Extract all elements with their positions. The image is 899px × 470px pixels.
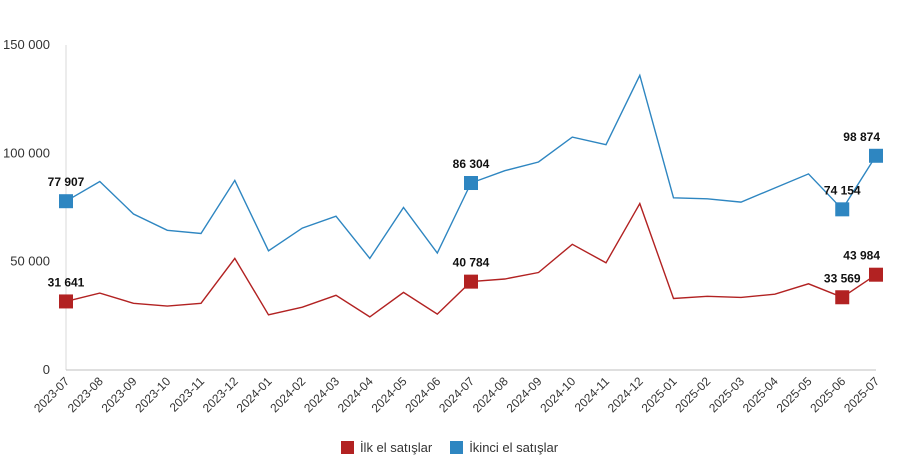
data-label: 33 569 — [824, 271, 861, 285]
legend-swatch — [340, 441, 354, 454]
y-tick-label: 100 000 — [3, 145, 50, 160]
legend-label: İkinci el satışlar — [469, 440, 559, 455]
x-tick-label: 2024-08 — [470, 374, 511, 415]
series-marker-1 — [464, 274, 478, 289]
y-tick-label: 50 000 — [10, 254, 50, 269]
data-label: 40 784 — [453, 256, 490, 270]
x-tick-label: 2024-05 — [369, 374, 410, 415]
x-tick-label: 2025-05 — [774, 374, 815, 415]
series-marker-2 — [869, 148, 883, 163]
x-tick-label: 2024-04 — [335, 374, 376, 415]
x-tick-label: 2025-06 — [807, 374, 848, 415]
series-marker-2 — [464, 176, 478, 191]
x-tick-label: 2024-11 — [572, 374, 613, 415]
legend-item-1: İlk el satışlar — [340, 440, 433, 455]
y-tick-label: 0 — [43, 362, 50, 377]
x-tick-label: 2023-07 — [31, 374, 72, 415]
x-tick-label: 2025-04 — [740, 374, 781, 415]
x-tick-label: 2024-12 — [605, 374, 646, 415]
legend-item-2: İkinci el satışlar — [450, 440, 558, 455]
data-label: 74 154 — [824, 183, 861, 197]
data-labels: 31 641 40 784 33 569 43 984 77 907 86 304 74 1… — [48, 130, 881, 290]
y-tick-label: 150 000 — [3, 37, 50, 52]
series-marker-2 — [59, 194, 73, 209]
x-tick-label: 2024-03 — [301, 374, 342, 415]
legend-label: İlk el satışlar — [359, 440, 433, 455]
series-group — [59, 73, 883, 318]
y-tick-labels: 0 50 000 100 000 150 000 — [3, 37, 50, 377]
x-tick-label: 2023-12 — [200, 374, 241, 415]
x-tick-label: 2025-03 — [706, 374, 747, 415]
series-marker-1 — [869, 267, 883, 282]
x-tick-label: 2023-10 — [132, 374, 173, 415]
x-tick-label: 2023-11 — [167, 374, 208, 415]
x-tick-label: 2025-02 — [672, 374, 713, 415]
x-tick-labels: 2023-072023-082023-092023-102023-112023-… — [31, 374, 882, 415]
series-marker-2 — [835, 202, 850, 217]
series-marker-1 — [835, 290, 850, 305]
data-label: 31 641 — [48, 275, 85, 289]
x-tick-label: 2023-09 — [99, 374, 140, 415]
data-label: 77 907 — [48, 175, 85, 189]
x-tick-label: 2024-06 — [402, 374, 443, 415]
x-tick-label: 2024-10 — [537, 374, 578, 415]
x-tick-label: 2024-01 — [234, 374, 275, 415]
x-tick-label: 2023-08 — [65, 374, 106, 415]
x-tick-label: 2024-07 — [436, 374, 477, 415]
legend: İlk el satışlar İkinci el satışlar — [0, 440, 899, 455]
x-tick-label: 2024-02 — [267, 374, 308, 415]
series-marker-1 — [59, 294, 73, 309]
x-tick-label: 2025-07 — [841, 374, 882, 415]
x-tick-label: 2025-01 — [639, 374, 680, 415]
legend-swatch — [450, 441, 464, 454]
data-label: 43 984 — [843, 249, 880, 263]
data-label: 86 304 — [453, 157, 490, 171]
data-label: 98 874 — [843, 130, 880, 144]
x-tick-label: 2024-09 — [504, 374, 545, 415]
